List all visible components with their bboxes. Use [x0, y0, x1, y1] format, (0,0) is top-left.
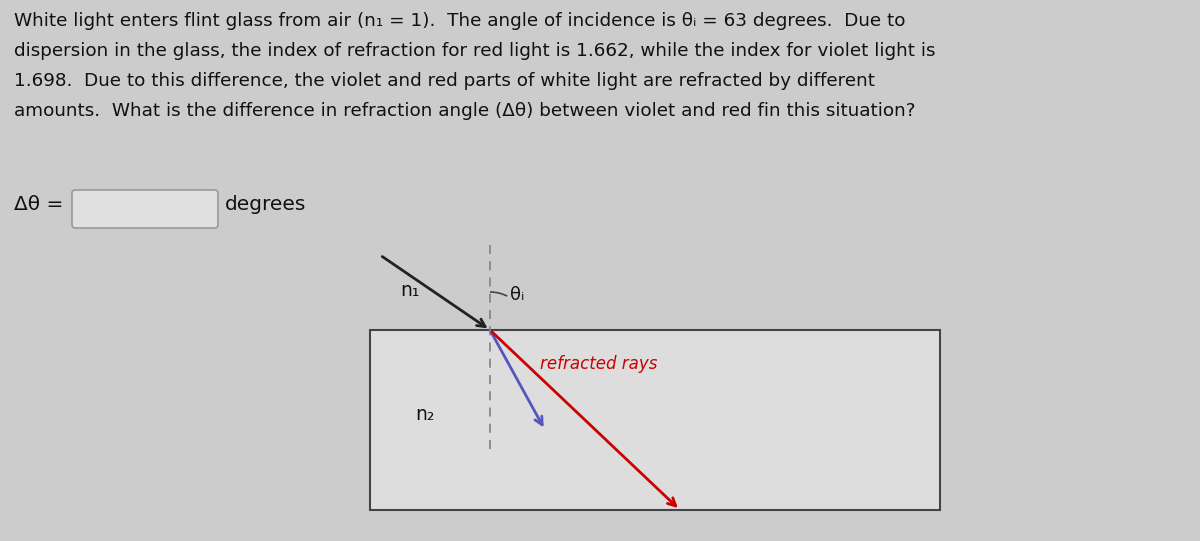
Text: n₁: n₁	[400, 280, 419, 300]
Text: White light enters flint glass from air (n₁ = 1).  The angle of incidence is θᵢ : White light enters flint glass from air …	[14, 12, 906, 30]
Text: degrees: degrees	[226, 195, 306, 214]
FancyBboxPatch shape	[72, 190, 218, 228]
Text: refracted rays: refracted rays	[540, 355, 658, 373]
Text: amounts.  What is the difference in refraction angle (Δθ) between violet and red: amounts. What is the difference in refra…	[14, 102, 916, 120]
Text: 1.698.  Due to this difference, the violet and red parts of white light are refr: 1.698. Due to this difference, the viole…	[14, 72, 875, 90]
Text: n₂: n₂	[415, 406, 434, 425]
Bar	[370, 330, 940, 510]
Text: dispersion in the glass, the index of refraction for red light is 1.662, while t: dispersion in the glass, the index of re…	[14, 42, 936, 60]
Text: Δθ =: Δθ =	[14, 195, 64, 214]
Text: θᵢ: θᵢ	[510, 286, 524, 304]
